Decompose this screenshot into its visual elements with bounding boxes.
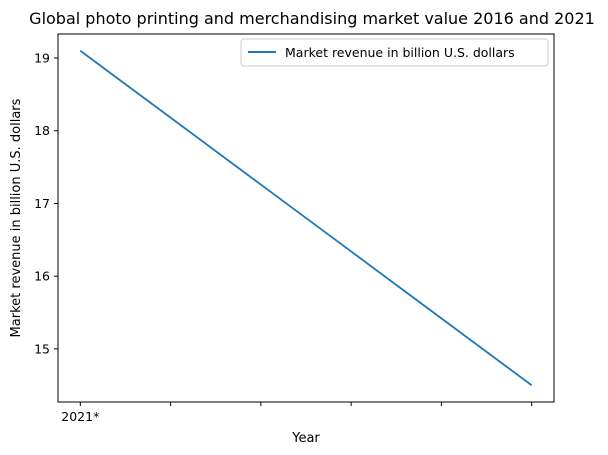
x-axis-ticks: 2021* bbox=[61, 402, 533, 424]
chart-title: Global photo printing and merchandising … bbox=[29, 9, 595, 28]
y-axis-ticks: 15 16 17 18 19 bbox=[34, 51, 58, 356]
y-tick-label: 16 bbox=[34, 269, 50, 284]
series-line bbox=[79, 50, 533, 386]
legend-box bbox=[240, 38, 549, 67]
y-tick-label: 17 bbox=[34, 196, 50, 211]
series-layer bbox=[79, 50, 533, 386]
x-tick-label: 2021* bbox=[61, 409, 99, 424]
y-axis-label: Market revenue in billion U.S. dollars bbox=[9, 98, 24, 337]
legend-entry-label: Market revenue in billion U.S. dollars bbox=[285, 45, 515, 60]
y-tick-label: 15 bbox=[34, 341, 50, 356]
x-axis-label: Year bbox=[291, 431, 320, 446]
y-tick-label: 19 bbox=[34, 51, 50, 66]
legend: Market revenue in billion U.S. dollars bbox=[240, 38, 549, 67]
y-tick-label: 18 bbox=[34, 123, 50, 138]
